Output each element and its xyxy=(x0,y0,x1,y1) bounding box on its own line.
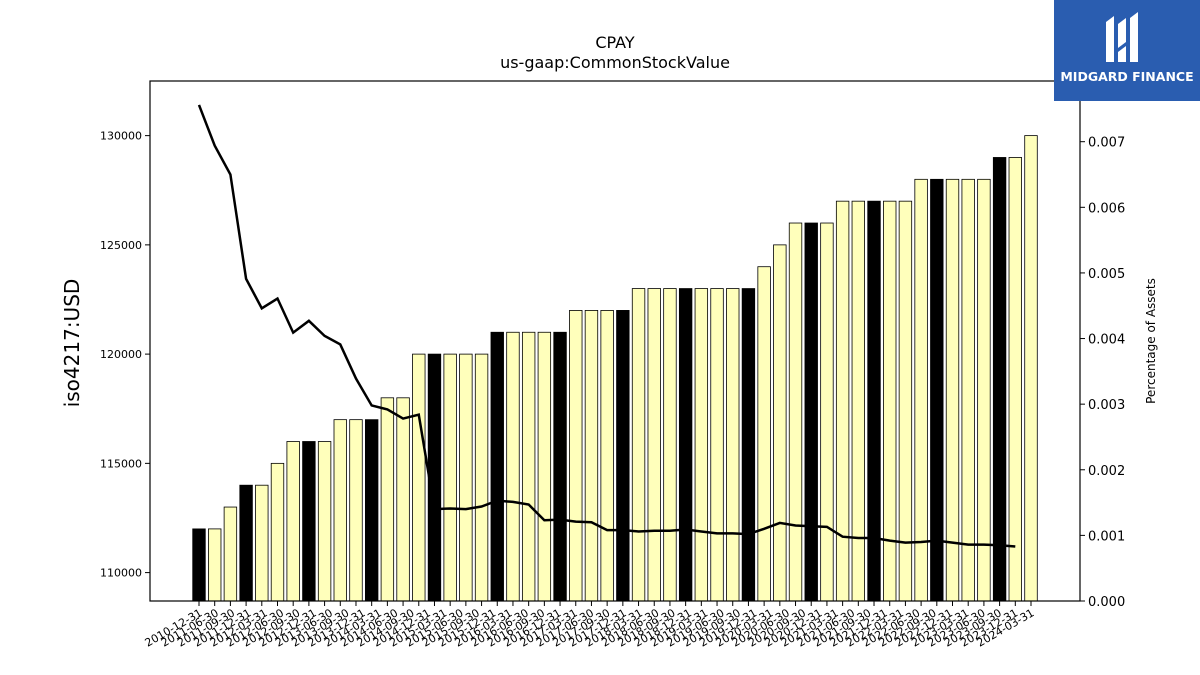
bar xyxy=(490,331,504,602)
bar xyxy=(694,288,709,602)
y2-tick-label: 0.004 xyxy=(1088,333,1125,348)
chart-subtitle: us-gaap:CommonStockValue xyxy=(500,53,730,72)
logo-mark-icon xyxy=(1106,12,1138,62)
bar xyxy=(302,441,316,602)
bar xyxy=(945,178,960,602)
bar xyxy=(270,462,285,602)
bar xyxy=(914,178,928,602)
bar xyxy=(286,441,300,602)
bar xyxy=(317,441,332,602)
bar xyxy=(726,288,740,602)
bar xyxy=(961,178,975,602)
bar xyxy=(553,331,567,602)
bar xyxy=(977,178,991,602)
bar xyxy=(804,222,818,602)
y2-tick-label: 0.001 xyxy=(1088,529,1125,544)
bar xyxy=(192,528,206,602)
bar xyxy=(741,288,756,602)
bar xyxy=(773,244,787,602)
bar xyxy=(710,288,724,602)
bar xyxy=(537,331,552,602)
y2-tick-label: 0.006 xyxy=(1088,201,1125,216)
y-tick-label: 125000 xyxy=(100,239,142,252)
bar xyxy=(992,157,1007,602)
bar xyxy=(569,310,583,602)
bar xyxy=(333,419,347,602)
bar xyxy=(616,310,630,602)
y2-tick-label: 0.000 xyxy=(1088,595,1125,610)
x-axis: 2010-12-312011-06-302011-09-302011-12-31… xyxy=(143,601,1037,650)
bar xyxy=(867,200,881,602)
bar xyxy=(208,528,222,602)
y2-axis-label: Percentage of Assets xyxy=(1144,278,1158,404)
bar xyxy=(239,484,253,602)
y-axis-right: 0.000 0.001 0.002 0.003 0.004 0.005 0.006 0.007 xyxy=(1080,136,1125,610)
bar xyxy=(663,288,677,602)
y-axis-left: 110000 115000 120000 125000 130000 xyxy=(100,130,150,580)
plot-frame xyxy=(149,80,1081,602)
chart-title: CPAY xyxy=(595,33,635,52)
bar xyxy=(459,353,473,602)
y2-tick-label: 0.005 xyxy=(1088,267,1125,282)
y-tick-label: 110000 xyxy=(100,567,142,580)
bar xyxy=(820,222,834,602)
y2-tick-label: 0.002 xyxy=(1088,464,1125,479)
y-tick-label: 120000 xyxy=(100,348,142,361)
bar xyxy=(349,419,363,602)
bar xyxy=(1008,157,1022,602)
bar xyxy=(584,310,599,602)
y2-tick-label: 0.007 xyxy=(1088,136,1125,151)
bar xyxy=(631,288,646,602)
bar xyxy=(380,397,395,602)
percentage-of-assets-line xyxy=(197,104,1016,548)
bar xyxy=(223,506,238,602)
bar xyxy=(506,331,520,602)
bar xyxy=(600,310,614,602)
y2-tick-label: 0.003 xyxy=(1088,398,1125,413)
bar xyxy=(364,419,379,602)
bar xyxy=(396,397,410,602)
bar xyxy=(788,222,803,602)
bar xyxy=(678,288,693,602)
bar xyxy=(255,484,269,602)
y-tick-label: 115000 xyxy=(100,457,142,470)
y-tick-label: 130000 xyxy=(100,130,142,143)
bar xyxy=(835,200,850,602)
bar xyxy=(930,178,944,602)
bar xyxy=(412,353,426,602)
bar xyxy=(521,331,536,602)
bar xyxy=(757,266,771,602)
bar xyxy=(647,288,661,602)
bar xyxy=(474,353,489,602)
bar xyxy=(1024,135,1038,602)
bar xyxy=(851,200,865,602)
bar xyxy=(443,353,457,602)
midgard-finance-logo: MIDGARD FINANCE xyxy=(1054,0,1200,101)
y-axis-label: iso4217:USD xyxy=(60,279,84,408)
logo-text: MIDGARD FINANCE xyxy=(1060,69,1194,84)
